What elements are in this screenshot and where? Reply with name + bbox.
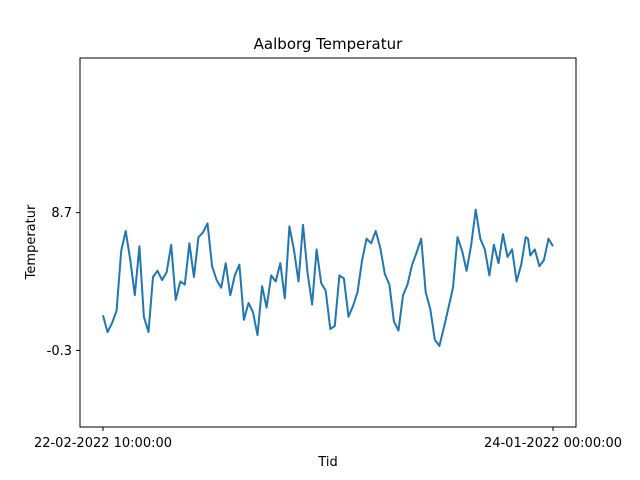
plot-frame: [79, 57, 577, 428]
x-axis-title: Tid: [317, 455, 337, 470]
chart-title: Aalborg Temperatur: [254, 35, 403, 53]
x-tick-label: 22-02-2022 10:00:00: [34, 436, 172, 451]
y-axis-title: Temperatur: [24, 204, 39, 280]
x-tick-label: 24-01-2022 00:00:00: [484, 436, 622, 451]
y-tick-label: 8.7: [51, 206, 72, 221]
y-tick-label: -0.3: [47, 344, 72, 359]
plot-area: [102, 208, 554, 347]
y-axis: 8.7 -0.3: [47, 206, 80, 359]
x-axis: 22-02-2022 10:00:00 24-01-2022 00:00:00: [34, 427, 622, 451]
series-line-temperature: [102, 208, 554, 347]
